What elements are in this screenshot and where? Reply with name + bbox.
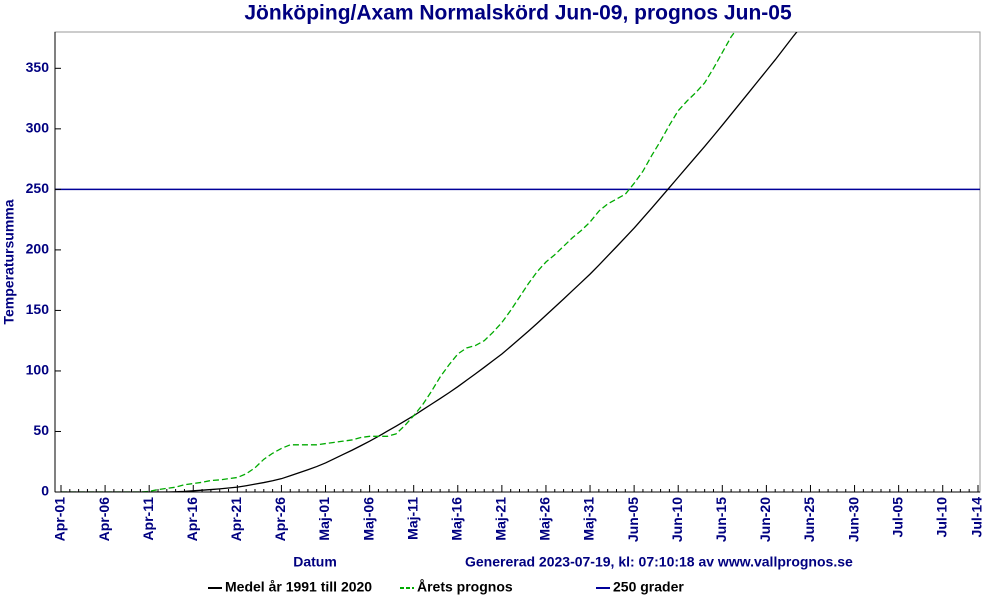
legend-label: Årets prognos xyxy=(417,579,513,595)
y-tick-label: 250 xyxy=(26,180,50,196)
plot-area xyxy=(54,31,981,493)
y-tick-label: 200 xyxy=(26,241,50,257)
data-line xyxy=(61,32,736,492)
x-tick-label: Apr-01 xyxy=(52,497,68,542)
x-tick-label: Maj-16 xyxy=(448,497,464,541)
y-tick-label: 350 xyxy=(26,59,50,75)
x-tick-label: Maj-21 xyxy=(493,497,509,541)
legend-label: Medel år 1991 till 2020 xyxy=(225,579,372,595)
y-tick-label: 100 xyxy=(26,362,50,378)
x-tick-label: Jun-25 xyxy=(801,497,817,542)
x-tick-label: Jul-10 xyxy=(933,497,949,538)
x-tick-label: Apr-16 xyxy=(184,497,200,542)
y-tick-label: 50 xyxy=(33,422,49,438)
x-tick-label: Jul-14 xyxy=(969,497,985,538)
legend-label: 250 grader xyxy=(613,579,684,595)
chart-title: Jönköping/Axam Normalskörd Jun-09, progn… xyxy=(244,2,792,25)
x-tick-label: Maj-11 xyxy=(404,497,420,540)
y-tick-label: 0 xyxy=(41,483,49,499)
x-tick-label: Apr-21 xyxy=(228,497,244,542)
x-tick-label: Apr-11 xyxy=(140,497,156,541)
x-axis-label: Datum xyxy=(293,554,337,570)
y-tick-label: 300 xyxy=(26,120,50,136)
x-tick-label: Maj-06 xyxy=(360,497,376,541)
data-line xyxy=(61,32,798,492)
x-tick-label: Apr-06 xyxy=(96,497,112,542)
x-tick-label: Jul-05 xyxy=(889,497,905,538)
x-tick-label: Maj-31 xyxy=(581,497,597,541)
x-tick-label: Jun-30 xyxy=(845,497,861,542)
footer: Genererad 2023-07-19, kl: 07:10:18 av ww… xyxy=(465,554,853,570)
x-tick-label: Apr-26 xyxy=(272,497,288,542)
x-tick-label: Maj-01 xyxy=(316,497,332,541)
x-tick-label: Jun-05 xyxy=(625,497,641,542)
x-tick-label: Jun-10 xyxy=(669,497,685,542)
plot-content xyxy=(55,32,980,492)
x-tick-label: Jun-20 xyxy=(757,497,773,542)
y-axis-label: Temperatursumma xyxy=(1,199,17,324)
x-tick-label: Jun-15 xyxy=(713,497,729,542)
y-tick-label: 150 xyxy=(26,301,50,317)
x-tick-label: Maj-26 xyxy=(537,497,553,541)
